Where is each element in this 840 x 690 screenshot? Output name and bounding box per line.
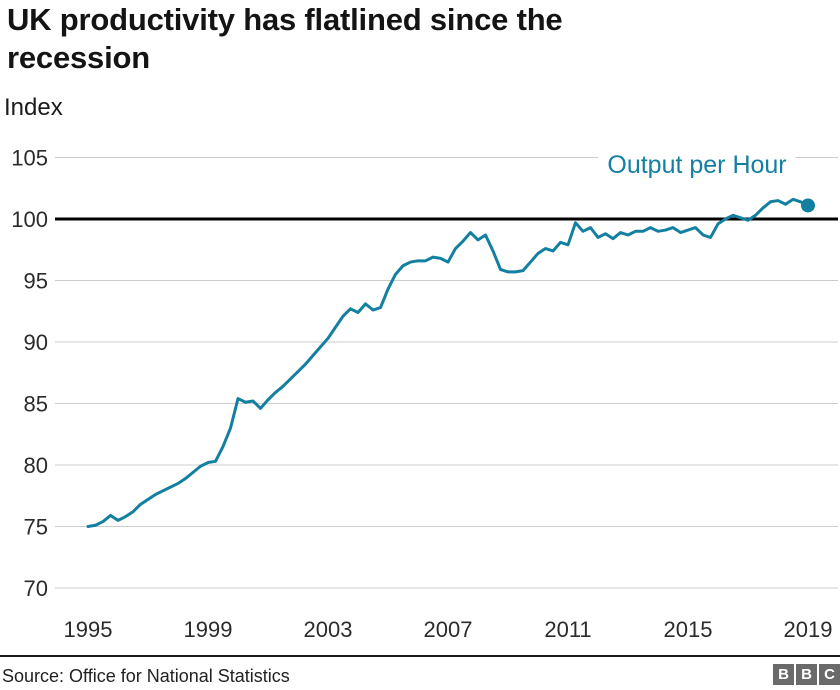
bbc-logo-letter-b2: B <box>796 664 817 685</box>
source-attribution: Source: Office for National Statistics <box>2 666 290 686</box>
x-tick-label: 1999 <box>184 617 233 642</box>
bbc-logo-letter-c: C <box>819 664 840 685</box>
y-tick-label: 70 <box>24 576 48 601</box>
x-tick-label: 2019 <box>784 617 833 642</box>
x-tick-label: 2007 <box>424 617 473 642</box>
chart-title: UK productivity has flatlined since the … <box>7 2 563 76</box>
x-tick-label: 2003 <box>304 617 353 642</box>
output-per-hour-line <box>86 197 810 528</box>
y-tick-label: 95 <box>24 269 48 294</box>
y-tick-label: 80 <box>24 453 48 478</box>
footer-divider <box>0 655 840 657</box>
y-tick-label: 85 <box>24 392 48 417</box>
series-label-output-per-hour: Output per Hour <box>598 150 796 181</box>
y-tick-label: 105 <box>11 146 48 171</box>
bbc-logo: B B C <box>773 664 840 685</box>
y-tick-label: 90 <box>24 330 48 355</box>
y-axis-unit-label: Index <box>4 94 63 121</box>
y-tick-label: 75 <box>24 515 48 540</box>
x-tick-label: 2015 <box>664 617 713 642</box>
bbc-logo-letter-b1: B <box>773 664 794 685</box>
x-tick-label: 1995 <box>64 617 113 642</box>
x-tick-label: 2011 <box>544 617 591 642</box>
y-tick-label: 100 <box>11 207 48 232</box>
end-point-marker <box>801 198 815 213</box>
